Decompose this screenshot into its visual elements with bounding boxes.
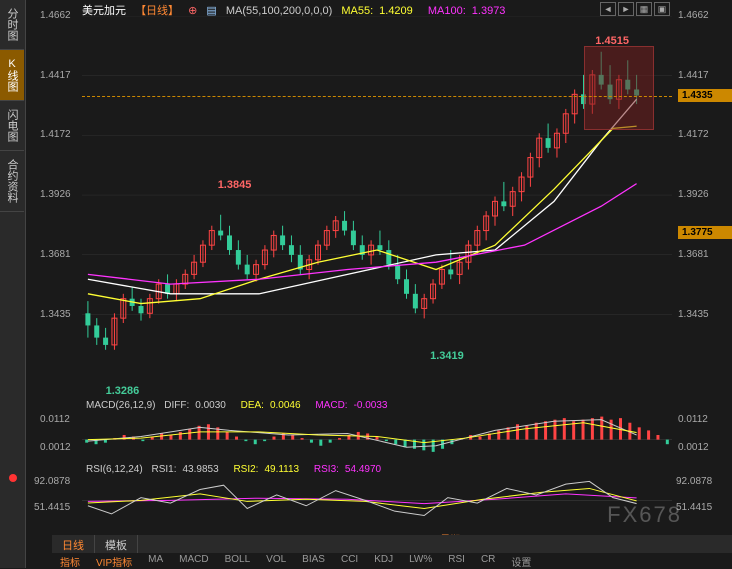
macd-ytick: 0.0112 (40, 414, 70, 425)
indicator-tab-RSI[interactable]: RSI (440, 553, 473, 568)
indicator-tab-VIP指标[interactable]: VIP指标 (88, 553, 140, 568)
price-annotation: 1.3419 (430, 350, 464, 362)
sidebar-tab-timeshare[interactable]: 分时图 (0, 0, 24, 50)
indicator-tab-CR[interactable]: CR (473, 553, 503, 568)
price-annotation: 1.3845 (218, 179, 252, 191)
current-price-line (82, 96, 672, 97)
rsi-ytick: 92.0878 (34, 476, 70, 487)
y-tick-right: 1.3926 (678, 189, 709, 200)
macd-svg (82, 400, 672, 460)
rsi-panel[interactable]: RSI(6,12,24) RSI1:43.9853 RSI2:49.1113 R… (82, 464, 672, 524)
chart-area: 美元加元 【日线】 ⊕ ▤ MA(55,100,200,0,0,0) MA55:… (26, 0, 732, 568)
price-annotation: 1.3286 (106, 385, 140, 397)
indicator-tab-CCI[interactable]: CCI (333, 553, 366, 568)
y-tick-right: 1.4172 (678, 129, 709, 140)
rsi-ytick: 51.4415 (34, 502, 70, 513)
indicator-tab-KDJ[interactable]: KDJ (366, 553, 401, 568)
indicator-tabs: 指标VIP指标MAMACDBOLLVOLBIASCCIKDJLW%RSICR设置 (52, 553, 732, 568)
macd-panel[interactable]: MACD(26,12,9) DIFF:0.0030 DEA:0.0046 MAC… (82, 400, 672, 460)
indicator-tab-VOL[interactable]: VOL (258, 553, 294, 568)
current-price-tag: 1.4335 (678, 89, 732, 102)
ma100-price-tag: 1.3775 (678, 226, 732, 239)
rsi-svg (82, 464, 672, 524)
y-tick-left: 1.4172 (40, 129, 71, 140)
rsi-ytick: 92.0878 (676, 476, 712, 487)
tab-daily[interactable]: 日线 (52, 535, 95, 553)
y-tick-right: 1.3681 (678, 249, 709, 260)
indicator-tab-设置[interactable]: 设置 (503, 553, 539, 568)
tab-template[interactable]: 模板 (95, 535, 138, 553)
y-tick-left: 1.4662 (40, 10, 71, 21)
macd-ytick: 0.0012 (40, 442, 71, 453)
macd-ytick: 0.0012 (678, 442, 709, 453)
bottom-tabs: 日线 模板 (52, 535, 732, 553)
price-annotation: 1.4515 (595, 35, 629, 47)
next-icon[interactable]: ► (618, 2, 634, 16)
sidebar-tab-contract[interactable]: 合约资料 (0, 151, 24, 212)
macd-ytick: 0.0112 (678, 414, 708, 425)
indicator-tab-MACD[interactable]: MACD (171, 553, 216, 568)
record-dot-icon (9, 474, 17, 482)
sidebar-tab-kline[interactable]: K线图 (0, 50, 24, 101)
indicator-tab-BOLL[interactable]: BOLL (217, 553, 259, 568)
y-tick-left: 1.3926 (40, 189, 71, 200)
left-sidebar: 分时图 K线图 闪电图 合约资料 (0, 0, 26, 568)
y-tick-right: 1.4417 (678, 70, 709, 81)
sidebar-tab-lightning[interactable]: 闪电图 (0, 101, 24, 151)
grid-icon[interactable]: ▦ (636, 2, 652, 16)
y-tick-right: 1.3435 (678, 309, 709, 320)
watermark: FX678 (607, 502, 682, 528)
control-icons: ◄ ► ▦ ▣ (600, 2, 670, 16)
y-tick-left: 1.4417 (40, 70, 71, 81)
close-icon[interactable]: ▣ (654, 2, 670, 16)
indicator-tab-指标[interactable]: 指标 (52, 553, 88, 568)
indicator-tab-MA[interactable]: MA (140, 553, 171, 568)
y-tick-left: 1.3681 (40, 249, 71, 260)
highlight-box (584, 46, 655, 130)
main-price-chart[interactable] (82, 16, 672, 396)
indicator-tab-BIAS[interactable]: BIAS (294, 553, 333, 568)
indicator-tab-LW%[interactable]: LW% (401, 553, 440, 568)
prev-icon[interactable]: ◄ (600, 2, 616, 16)
y-tick-right: 1.4662 (678, 10, 709, 21)
y-tick-left: 1.3435 (40, 309, 71, 320)
